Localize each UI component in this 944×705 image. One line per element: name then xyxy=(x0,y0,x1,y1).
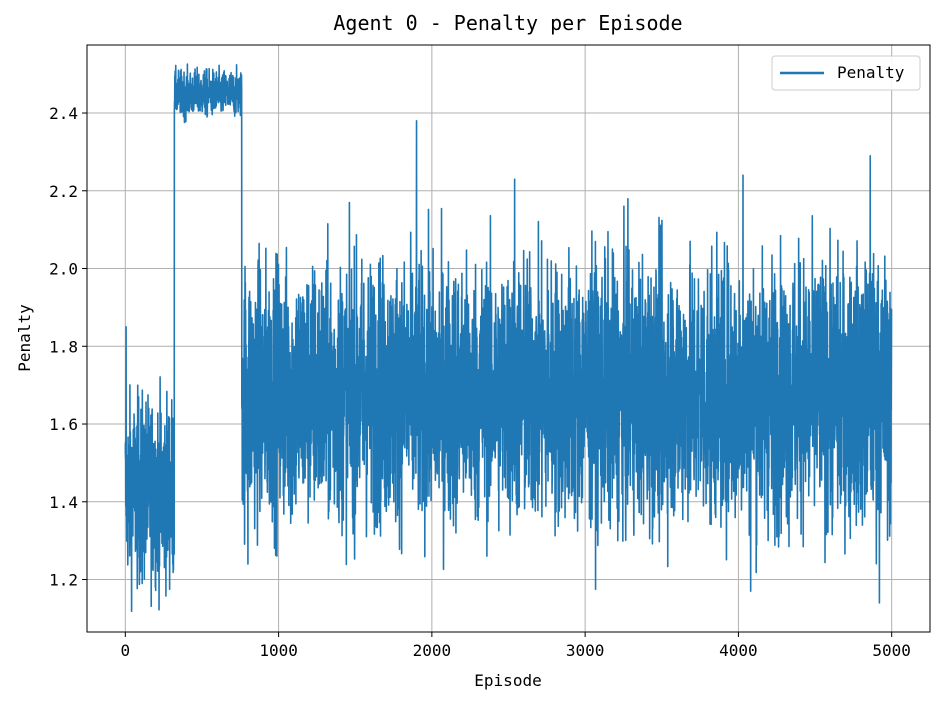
series-layer xyxy=(124,63,893,613)
penalty-line xyxy=(124,63,893,613)
y-tick-label: 1.6 xyxy=(49,415,78,434)
legend: Penalty xyxy=(771,55,921,91)
y-tick-label: 1.8 xyxy=(49,337,78,356)
x-axis-label: Episode xyxy=(474,671,541,690)
y-axis: 1.2 1.4 1.6 1.8 2.0 2.2 2.4 xyxy=(49,104,87,590)
y-tick-label: 2.0 xyxy=(49,260,78,279)
x-tick-label: 1000 xyxy=(259,641,298,660)
y-axis-label: Penalty xyxy=(15,304,34,372)
x-tick-label: 0 xyxy=(120,641,130,660)
x-axis: 0 1000 2000 3000 4000 5000 xyxy=(120,632,911,660)
y-tick-label: 1.2 xyxy=(49,571,78,590)
legend-label: Penalty xyxy=(837,63,905,82)
plot-frame xyxy=(86,44,931,633)
y-tick-label: 1.4 xyxy=(49,493,78,512)
x-tick-label: 5000 xyxy=(872,641,911,660)
x-tick-label: 4000 xyxy=(719,641,758,660)
x-tick-label: 3000 xyxy=(566,641,605,660)
x-tick-label: 2000 xyxy=(413,641,452,660)
y-tick-label: 2.4 xyxy=(49,104,78,123)
chart-title: Agent 0 - Penalty per Episode xyxy=(333,11,682,35)
y-tick-label: 2.2 xyxy=(49,182,78,201)
legend-box xyxy=(771,55,921,91)
